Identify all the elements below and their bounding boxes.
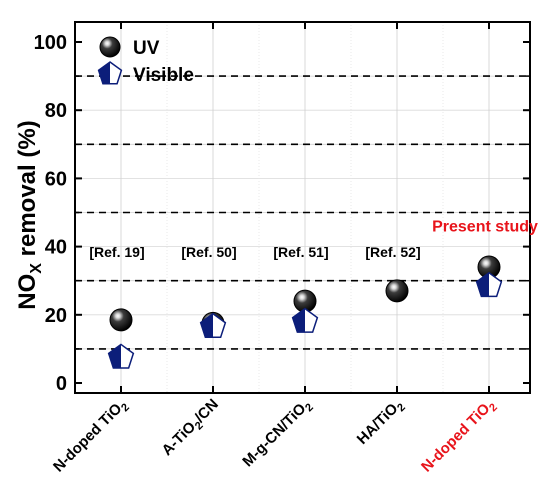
annotation-reference: [Ref. 19] [89,244,144,260]
annotation-reference: [Ref. 50] [181,244,236,260]
legend-entry-visible: Visible [97,61,194,86]
y-tick-label: 80 [45,100,67,122]
pentagon-fill [292,308,305,333]
legend-visible-marker [97,61,123,85]
visible-point [475,271,503,298]
plot-frame [74,21,531,394]
uv-point [109,308,133,332]
y-tick-label: 100 [34,32,67,54]
plot-frame-border [74,21,531,394]
y-tick-label: 20 [45,305,67,327]
x-tick-label: A-TiO2/CN [159,396,224,461]
series [107,255,503,369]
visible-point [291,307,319,333]
y-tick-label: 0 [56,373,67,395]
annotations: [Ref. 19] [Ref. 50] [Ref. 51] [Ref. 52] Pres… [89,218,538,260]
pentagon-fill [98,62,110,84]
legend-uv-marker [99,36,121,58]
pentagon-fill [476,272,489,297]
x-tick-label: M-g-CN/TiO2 [239,396,316,473]
legend-label: UV [133,38,160,59]
sphere-body [109,308,133,332]
sphere-body [385,279,409,303]
sphere-body [99,36,121,58]
visible-point [107,343,135,369]
x-tick-label: N-doped TiO2 [418,396,500,478]
x-tick-label: HA/TiO2 [354,396,408,450]
legend-label: Visible [133,65,194,86]
legend: UV Visible [97,36,194,86]
series-visible [107,271,503,369]
annotation-present-study: Present study [432,218,538,235]
y-tick-label: 60 [45,168,67,190]
grid [75,22,530,393]
pentagon-fill [200,313,213,338]
annotation-reference: [Ref. 52] [365,244,420,260]
visible-point [199,312,227,339]
y-tick-label: 40 [45,237,67,259]
annotation-reference: [Ref. 51] [273,244,328,260]
pentagon-fill [108,344,121,368]
y-axis-title: NOX removal (%) [14,120,45,309]
x-tick-label: N-doped TiO2 [50,396,132,478]
legend-entry-uv: UV [99,36,160,59]
uv-point [385,279,409,303]
